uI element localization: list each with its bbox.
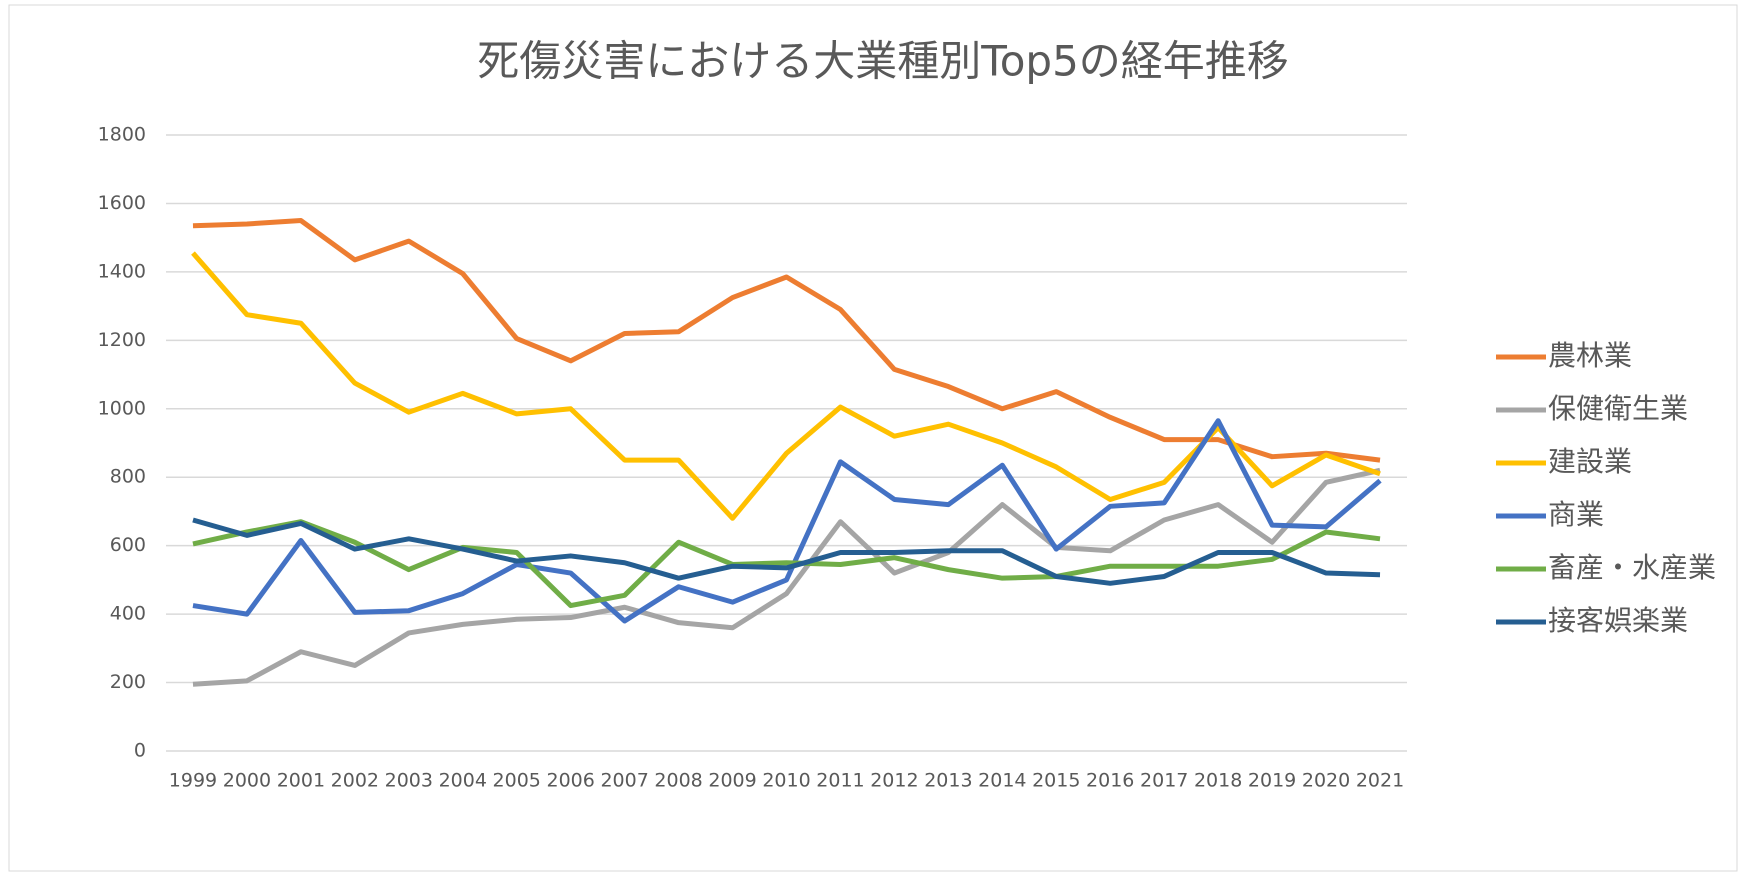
x-tick-label: 2011 — [816, 770, 864, 792]
x-tick-label: 2016 — [1086, 770, 1134, 792]
x-tick-label: 2018 — [1194, 770, 1242, 792]
series-line — [192, 218, 1381, 463]
x-tick-label: 2000 — [223, 770, 271, 792]
legend-text: 接客娯楽業 — [1548, 604, 1688, 637]
y-tick-label: 200 — [110, 671, 146, 693]
y-tick-label: 1200 — [98, 329, 146, 351]
legend-text: 農林業 — [1548, 339, 1632, 372]
y-tick-label: 1400 — [98, 260, 146, 282]
series-line — [191, 251, 1381, 521]
x-tick-label: 2005 — [493, 770, 541, 792]
y-tick-label: 800 — [110, 466, 146, 488]
y-tick-label: 1000 — [98, 397, 146, 419]
legend-text: 畜産・水産業 — [1548, 551, 1716, 584]
series-line — [192, 467, 1381, 687]
legend-text: 商業 — [1548, 498, 1604, 531]
x-tick-label: 2010 — [762, 770, 810, 792]
x-tick-label: 2021 — [1356, 770, 1404, 792]
series-line — [192, 517, 1381, 586]
y-tick-label: 1600 — [98, 192, 146, 214]
x-tick-label: 2004 — [439, 770, 487, 792]
legend-text: 建設業 — [1548, 445, 1632, 478]
x-tick-label: 2015 — [1032, 770, 1080, 792]
chart-border — [8, 4, 1738, 872]
x-tick-label: 2012 — [870, 770, 918, 792]
y-tick-label: 600 — [110, 534, 146, 556]
x-tick-label: 2001 — [277, 770, 325, 792]
y-tick-label: 400 — [110, 603, 146, 625]
x-tick-label: 2007 — [600, 770, 648, 792]
y-tick-label: 1800 — [98, 124, 146, 146]
chart-title: 死傷災害における大業種別Top5の経年推移 — [477, 37, 1289, 86]
x-tick-label: 1999 — [169, 770, 217, 792]
x-tick-label: 2003 — [385, 770, 433, 792]
legend-text: 保健衛生業 — [1548, 392, 1688, 425]
series-line — [192, 418, 1382, 624]
x-tick-label: 2017 — [1140, 770, 1188, 792]
x-tick-label: 2020 — [1302, 770, 1350, 792]
x-tick-label: 2019 — [1248, 770, 1296, 792]
x-tick-label: 2008 — [654, 770, 702, 792]
x-tick-label: 2014 — [978, 770, 1026, 792]
x-tick-label: 2013 — [924, 770, 972, 792]
x-tick-label: 2006 — [546, 770, 594, 792]
y-tick-label: 0 — [134, 740, 146, 762]
x-tick-label: 2002 — [331, 770, 379, 792]
x-tick-label: 2009 — [708, 770, 756, 792]
